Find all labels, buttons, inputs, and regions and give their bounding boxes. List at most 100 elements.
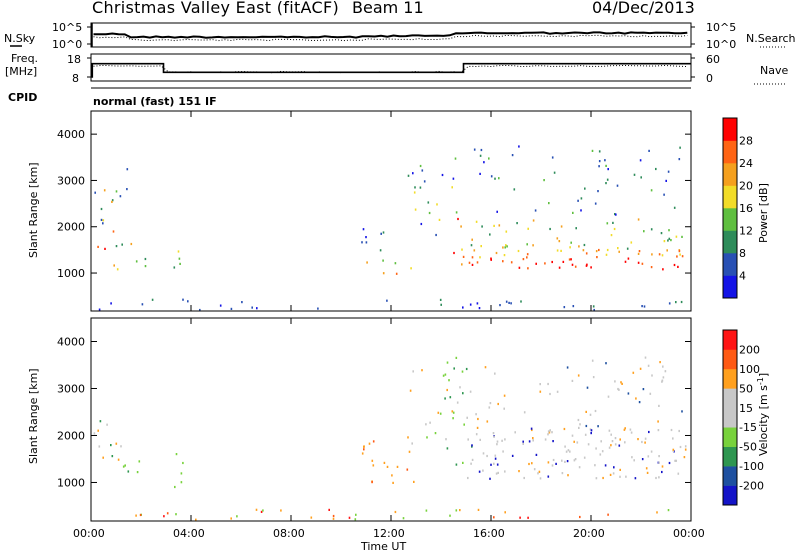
colorbar-tick-label: -15 [739, 421, 757, 434]
data-cell [651, 253, 653, 256]
data-cell [574, 265, 577, 268]
data-cell [115, 245, 118, 248]
data-cell [455, 509, 458, 512]
data-cell [553, 171, 556, 174]
data-cell [591, 359, 594, 362]
data-cell [317, 307, 319, 310]
x-tick-label: 20:00 [573, 527, 605, 540]
data-cell [426, 436, 428, 439]
x-tick-label: 16:00 [473, 527, 505, 540]
data-cell [587, 443, 590, 446]
data-cell [505, 230, 508, 233]
data-cell [612, 221, 614, 224]
data-cell [547, 430, 550, 433]
data-cell [372, 464, 375, 467]
data-cell [241, 301, 243, 304]
data-cell [407, 436, 409, 439]
data-cell [475, 220, 478, 223]
data-cell [614, 437, 617, 440]
data-cell [595, 477, 598, 480]
data-cell [490, 258, 492, 261]
data-cell [596, 256, 598, 259]
data-cell [627, 392, 630, 395]
data-cell [600, 440, 602, 443]
velocity-y-axis: 1000 2000 3000 4000 [57, 335, 691, 489]
data-cell [659, 361, 661, 364]
data-cell [505, 244, 507, 247]
colorbar-swatch [723, 407, 737, 428]
data-cell [332, 517, 335, 520]
data-cell [484, 366, 487, 369]
data-cell [585, 410, 587, 413]
data-cell [566, 366, 569, 369]
data-cell [496, 440, 499, 443]
data-cell [679, 146, 681, 149]
data-cell [552, 440, 554, 443]
data-cell [532, 219, 535, 222]
data-cell [648, 149, 650, 152]
data-cell [473, 148, 476, 151]
colorbar-tick-label: 28 [739, 135, 753, 148]
data-cell [668, 229, 670, 232]
data-cell [113, 264, 115, 267]
data-cell [627, 257, 630, 260]
data-cell [124, 464, 126, 467]
data-cell [475, 433, 478, 436]
colorbar-tick-label: 20 [739, 180, 753, 193]
data-cell [508, 301, 510, 304]
nave-label: Nave [760, 64, 788, 77]
data-cell [106, 423, 108, 426]
colorbar-tick-label: 100 [739, 363, 760, 376]
data-cell [423, 180, 426, 183]
data-cell [650, 228, 653, 231]
data-cell [665, 179, 667, 182]
colorbar-tick-label: 16 [739, 202, 753, 215]
data-cell [255, 508, 258, 511]
data-cell [441, 173, 444, 177]
data-cell [110, 444, 112, 447]
data-cell [439, 298, 442, 301]
data-cell [544, 438, 547, 441]
data-cell [505, 300, 508, 303]
data-cell [483, 161, 485, 164]
data-cell [504, 438, 506, 441]
data-cell [408, 450, 411, 453]
data-cell [365, 241, 368, 244]
data-cell [476, 302, 479, 305]
data-cell [522, 258, 525, 261]
data-cell [619, 475, 621, 478]
data-cell [436, 203, 438, 206]
data-cell [479, 154, 482, 157]
data-cell [561, 459, 563, 462]
data-cell [551, 156, 554, 159]
data-cell [444, 373, 447, 376]
data-cell [623, 428, 626, 431]
data-cell [605, 164, 607, 167]
data-cell [518, 266, 521, 269]
data-cell [363, 445, 365, 448]
data-cell [667, 239, 669, 242]
data-cell [638, 401, 641, 404]
data-cell [111, 200, 113, 203]
data-cell [675, 235, 678, 238]
colorbar-tick-label: 8 [739, 247, 746, 260]
data-cell [633, 173, 636, 176]
nave-tick-label-top: 60 [706, 53, 720, 66]
data-cell [543, 179, 545, 182]
colorbar-swatch [723, 275, 737, 299]
data-cell [610, 444, 612, 447]
colorbar-tick-label: 4 [739, 270, 746, 283]
data-cell [549, 227, 551, 231]
data-cell [672, 449, 675, 453]
data-cell [563, 306, 566, 309]
data-cell [476, 261, 479, 264]
noise-frame [90, 22, 692, 48]
data-cell [597, 190, 599, 193]
data-cell [394, 262, 397, 265]
data-cell [673, 206, 676, 209]
colorbar-swatch [723, 208, 737, 231]
data-cell [643, 305, 646, 308]
y-tick-label: 3000 [57, 174, 85, 187]
data-cell [605, 253, 608, 256]
cpid-value: normal (fast) 151 IF [93, 95, 217, 108]
